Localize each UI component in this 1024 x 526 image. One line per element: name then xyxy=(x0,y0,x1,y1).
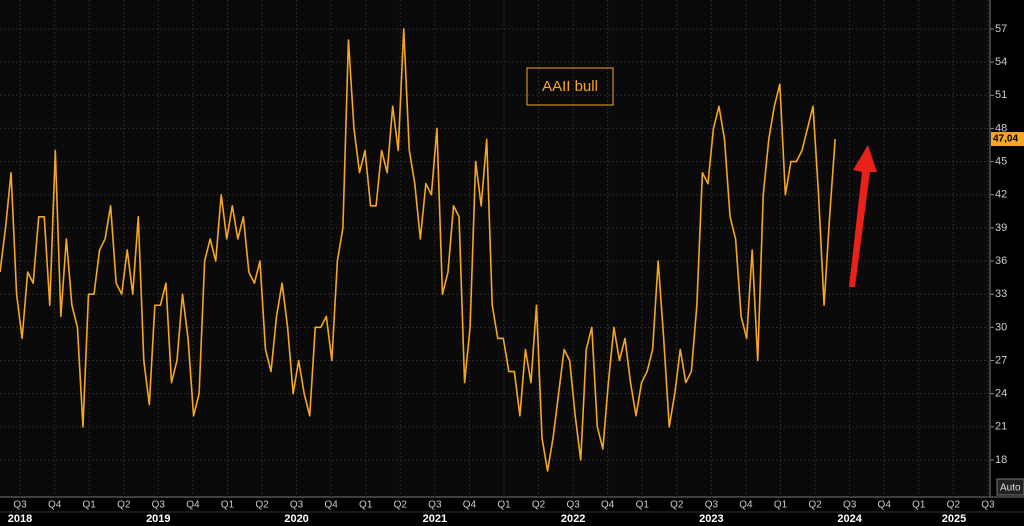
year-label: 2021 xyxy=(423,513,447,525)
year-label: 2024 xyxy=(837,513,862,525)
y-axis-area xyxy=(990,0,1024,526)
x-tick-label: Q4 xyxy=(601,500,615,511)
y-tick-label: 27 xyxy=(995,354,1007,366)
y-tick-label: 36 xyxy=(995,255,1007,267)
x-tick-label: Q3 xyxy=(705,500,719,511)
x-tick-label: Q3 xyxy=(843,500,857,511)
y-tick-label: 42 xyxy=(995,189,1007,201)
x-tick-label: Q1 xyxy=(912,500,926,511)
x-tick-label: Q2 xyxy=(255,500,269,511)
x-tick-label: Q4 xyxy=(48,500,62,511)
y-tick-label: 18 xyxy=(995,454,1007,466)
auto-button[interactable] xyxy=(996,478,1024,496)
y-tick-label: 48 xyxy=(995,122,1007,134)
year-label: 2025 xyxy=(942,513,966,525)
y-tick-label: 24 xyxy=(995,388,1007,400)
y-tick-label: 57 xyxy=(995,23,1007,35)
plot xyxy=(0,0,990,497)
year-label: 2020 xyxy=(284,513,308,525)
series-line xyxy=(0,28,836,472)
x-tick-label: Q4 xyxy=(186,500,200,511)
x-tick-label: Q2 xyxy=(394,500,408,511)
x-tick-label: Q4 xyxy=(878,500,892,511)
x-tick-label: Q1 xyxy=(774,500,788,511)
x-tick-label: Q2 xyxy=(117,500,131,511)
y-tick-label: 21 xyxy=(995,421,1007,433)
x-tick-label: Q1 xyxy=(359,500,373,511)
x-tick-label: Q1 xyxy=(221,500,235,511)
x-tick-label: Q4 xyxy=(739,500,753,511)
x-tick-label: Q3 xyxy=(152,500,166,511)
x-tick-label: Q2 xyxy=(532,500,546,511)
legend-label: AAII bull xyxy=(542,78,598,95)
x-tick-label: Q4 xyxy=(324,500,338,511)
y-tick-label: 54 xyxy=(995,56,1007,68)
x-tick-label: Q2 xyxy=(808,500,822,511)
year-label: 2022 xyxy=(561,513,585,525)
x-tick-label: Q1 xyxy=(83,500,97,511)
year-label: 2018 xyxy=(8,513,32,525)
legend-box xyxy=(526,67,614,106)
year-label: 2019 xyxy=(146,513,170,525)
x-tick-label: Q3 xyxy=(290,500,304,511)
x-tick-label: Q1 xyxy=(497,500,511,511)
x-tick-label: Q3 xyxy=(13,500,27,511)
y-tick-label: 45 xyxy=(995,155,1007,167)
year-label: 2023 xyxy=(699,513,723,525)
y-tick-label: 30 xyxy=(995,321,1007,333)
x-tick-label: Q3 xyxy=(566,500,580,511)
x-tick-label: Q2 xyxy=(670,500,684,511)
x-tick-label: Q2 xyxy=(947,500,961,511)
y-tick-label: 39 xyxy=(995,222,1007,234)
x-tick-label: Q1 xyxy=(636,500,650,511)
last-value-box xyxy=(991,132,1024,147)
y-tick-label: 33 xyxy=(995,288,1007,300)
y-tick-label: 51 xyxy=(995,89,1007,101)
x-tick-label: Q4 xyxy=(463,500,477,511)
x-tick-label: Q3 xyxy=(981,500,995,511)
x-tick-label: Q3 xyxy=(428,500,442,511)
auto-label: Auto xyxy=(1000,483,1021,494)
last-value-label: 47,04 xyxy=(993,134,1018,145)
arrow xyxy=(849,145,877,287)
